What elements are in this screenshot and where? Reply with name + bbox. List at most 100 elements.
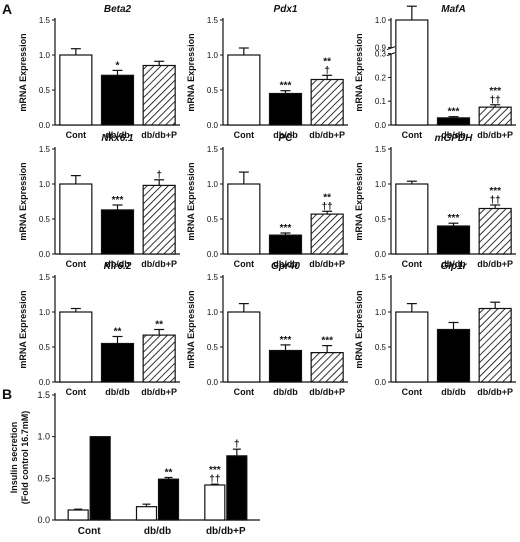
y-tick-label: 1.5 xyxy=(375,273,387,282)
significance-mark: ** xyxy=(165,468,173,479)
charts-layer: Beta2 mRNA Expression 0.0 0.5 1.0 1.5 Cont db/d… xyxy=(9,4,516,537)
bar-db-db xyxy=(100,342,135,383)
y-tick-label: 0.0 xyxy=(207,250,219,259)
chart-title: Pdx1 xyxy=(274,4,298,15)
y-tick-label: 0.2 xyxy=(375,73,387,82)
bar-db-db-p xyxy=(478,307,512,383)
x-tick-label: Cont xyxy=(66,259,87,269)
panel-label-a: A xyxy=(2,1,12,17)
x-tick-label: db/db xyxy=(441,387,466,397)
x-tick-label: Cont xyxy=(66,130,87,140)
y-tick-label: 0.1 xyxy=(375,97,387,106)
x-tick-label: db/db+P xyxy=(309,259,345,269)
significance-mark: † xyxy=(156,170,162,181)
chart-title: Nkx6.1 xyxy=(101,133,134,144)
bar-cont xyxy=(227,183,261,255)
x-tick-label: db/db+P xyxy=(141,387,177,397)
x-tick-label: db/db+P xyxy=(141,259,177,269)
y-tick-label: 0.0 xyxy=(207,121,219,130)
y-tick-label: 1.0 xyxy=(207,180,219,189)
x-tick-label: Cont xyxy=(234,130,255,140)
y-tick-label: 0.5 xyxy=(207,343,219,352)
bar-cont xyxy=(395,311,429,383)
significance-mark: *** xyxy=(448,107,460,118)
y-tick-label: 0.0 xyxy=(375,250,387,259)
chart-panel-beta2: Beta2 mRNA Expression 0.0 0.5 1.0 1.5 Cont db/d… xyxy=(18,4,180,140)
y-tick-label: 1.0 xyxy=(375,180,387,189)
y-tick-label: 1.5 xyxy=(39,273,51,282)
bar-cont xyxy=(395,183,429,255)
y-tick-label: 0.3 xyxy=(375,50,387,59)
y-tick-label: 0.0 xyxy=(375,121,387,130)
significance-mark: ** xyxy=(323,56,331,67)
panel-label-b: B xyxy=(2,386,12,402)
chart-title: MafA xyxy=(441,4,465,15)
bar-db-db xyxy=(100,74,135,126)
x-tick-label: db/db xyxy=(441,130,466,140)
y-tick-label: 1.0 xyxy=(39,180,51,189)
y-axis-label: mRNA Expression xyxy=(354,162,364,240)
bar-db-db-series-1 xyxy=(135,506,158,521)
y-tick-label: 0.5 xyxy=(207,215,219,224)
bar-db-db-p xyxy=(142,184,176,255)
x-tick-label: Cont xyxy=(234,387,255,397)
bar-cont xyxy=(227,54,261,126)
x-tick-label: db/db+P xyxy=(477,259,513,269)
chart-title: Glp1r xyxy=(440,261,467,272)
y-tick-label: 1.5 xyxy=(375,145,387,154)
bar-cont xyxy=(227,311,261,383)
y-tick-label: 1.0 xyxy=(207,308,219,317)
bar-db-db xyxy=(436,117,471,126)
y-tick-label: 1.5 xyxy=(207,145,219,154)
x-tick-label: db/db+P xyxy=(477,387,513,397)
chart-panel-kir6-2: Kir6.2 mRNA Expression 0.0 0.5 1.0 1.5 Cont db/… xyxy=(18,261,180,397)
y-tick-label: 1.5 xyxy=(39,16,51,25)
y-tick-label: 0.0 xyxy=(207,378,219,387)
y-axis-label: mRNA Expression xyxy=(186,162,196,240)
x-tick-label: Cont xyxy=(234,259,255,269)
chart-panel-mafa: MafA mRNA Expression 0.0 0.1 0.2 0.30.9 1.0 Con… xyxy=(354,4,516,140)
x-tick-label: Cont xyxy=(78,526,101,537)
y-axis-label: mRNA Expression xyxy=(186,290,196,368)
x-tick-label: db/db+P xyxy=(141,130,177,140)
y-axis-label: mRNA Expression xyxy=(18,162,28,240)
significance-mark: *** xyxy=(489,86,501,97)
significance-mark: †† xyxy=(490,195,501,206)
y-tick-label: 0.5 xyxy=(39,343,51,352)
bar-db-db-p xyxy=(310,352,344,383)
x-tick-label: db/db xyxy=(105,259,130,269)
chart-panel-insulin-secretion: Insulin secretion (Fold control 16.7mM) 0.… xyxy=(9,390,260,537)
bar-db-db xyxy=(268,349,303,383)
bar-cont xyxy=(59,183,93,255)
bar-cont xyxy=(59,311,93,383)
y-tick-label: 1.0 xyxy=(39,51,51,60)
bar-cont xyxy=(59,54,93,126)
bar-db-db xyxy=(100,209,135,255)
y-tick-label: 0.5 xyxy=(39,215,51,224)
x-tick-label: Cont xyxy=(402,387,423,397)
x-tick-label: db/db xyxy=(441,259,466,269)
chart-panel-gpr40: Gpr40 mRNA Expression 0.0 0.5 1.0 1.5 Cont db/d… xyxy=(186,261,348,397)
y-axis-label: Insulin secretion xyxy=(9,422,19,494)
y-tick-label: 0.5 xyxy=(39,86,51,95)
chart-title: PC xyxy=(279,133,294,144)
y-tick-label: 1.5 xyxy=(207,273,219,282)
bar-db-db xyxy=(268,92,303,126)
significance-mark: *** xyxy=(448,213,460,224)
bar-db-db-p xyxy=(478,207,512,255)
significance-mark: *** xyxy=(209,465,221,476)
chart-title: Kir6.2 xyxy=(104,261,132,272)
bar-cont-series-2 xyxy=(89,436,111,521)
x-tick-label: db/db+P xyxy=(477,130,513,140)
y-axis-label: mRNA Expression xyxy=(18,290,28,368)
significance-mark: †† xyxy=(322,201,333,212)
x-tick-label: db/db+P xyxy=(309,387,345,397)
y-tick-label: 0.0 xyxy=(39,378,51,387)
bar-cont-series-1 xyxy=(67,509,89,521)
x-tick-label: db/db xyxy=(273,259,298,269)
y-tick-label: 0.5 xyxy=(375,215,387,224)
bar-db-db-p xyxy=(310,213,344,255)
significance-mark: ** xyxy=(323,192,331,203)
x-tick-label: Cont xyxy=(402,130,423,140)
